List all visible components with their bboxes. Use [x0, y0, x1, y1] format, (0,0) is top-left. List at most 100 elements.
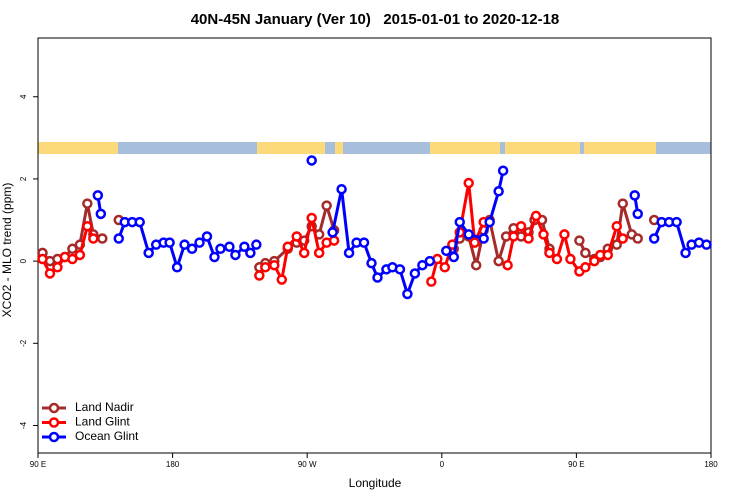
data-point: [321, 200, 332, 211]
y-tick-label: 0: [19, 258, 28, 263]
data-point: [394, 264, 406, 275]
data-point: [164, 237, 175, 248]
data-point: [215, 243, 226, 255]
data-point: [179, 239, 190, 250]
data-point: [632, 233, 643, 244]
data-point: [251, 239, 262, 250]
y-tick-label: -2: [19, 339, 28, 347]
data-point: [559, 229, 570, 240]
data-point: [701, 239, 712, 250]
data-point: [282, 241, 294, 252]
data-point: [493, 255, 504, 267]
data-point: [328, 235, 340, 246]
data-point: [97, 233, 108, 244]
data-point: [67, 243, 78, 255]
data-point: [530, 210, 542, 222]
data-point: [260, 262, 271, 273]
y-tick-label: 4: [19, 94, 28, 99]
y-axis-label: XCO2 - MLO trend (ppm): [0, 183, 14, 318]
data-point: [134, 216, 145, 228]
data-point: [74, 249, 86, 261]
data-point: [484, 216, 495, 228]
data-point: [409, 268, 421, 279]
legend-marker: [48, 402, 60, 414]
data-point: [336, 183, 347, 195]
data-point: [92, 190, 104, 201]
data-point: [671, 216, 682, 228]
data-point: [269, 259, 280, 271]
data-point: [493, 186, 504, 197]
series-line: [445, 170, 505, 260]
y-tick-label: -4: [19, 421, 28, 429]
data-point: [209, 251, 220, 263]
y-tick-label: 2: [19, 176, 28, 181]
data-point: [313, 247, 325, 259]
data-point: [441, 245, 452, 257]
data-point: [327, 227, 338, 238]
legend-label: Land Glint: [75, 415, 130, 429]
data-point: [454, 216, 465, 228]
x-tick-label: 90 E: [30, 460, 46, 469]
data-point: [508, 231, 519, 242]
data-point: [402, 288, 413, 300]
legend-label: Land Nadir: [75, 400, 134, 414]
data-point: [469, 237, 480, 248]
data-point: [239, 241, 250, 252]
data-point: [611, 239, 623, 250]
data-point: [515, 220, 527, 232]
data-point: [171, 262, 183, 273]
legend-label: Ocean Glint: [75, 429, 139, 443]
data-point: [245, 247, 256, 259]
x-tick-label: 180: [166, 460, 180, 469]
data-point: [463, 177, 474, 189]
data-point: [565, 253, 576, 265]
data-point: [372, 272, 383, 283]
x-tick-label: 180: [704, 460, 718, 469]
data-point: [44, 268, 56, 279]
data-point: [37, 253, 48, 265]
data-point: [580, 262, 591, 273]
legend-marker: [48, 417, 60, 428]
data-point: [143, 247, 154, 259]
data-point: [366, 257, 377, 269]
data-point: [52, 262, 63, 273]
data-point: [523, 233, 534, 244]
data-point: [254, 270, 265, 281]
data-point: [426, 276, 437, 287]
x-tick-label: 0: [440, 460, 445, 469]
land-ocean-mask: [38, 142, 711, 154]
data-point: [439, 262, 451, 273]
data-point: [470, 259, 482, 271]
data-point: [611, 220, 623, 232]
x-tick-label: 90 W: [298, 460, 317, 469]
data-point: [502, 259, 513, 271]
data-point: [291, 231, 302, 242]
data-point: [538, 229, 549, 240]
x-tick-label: 90 E: [568, 460, 584, 469]
data-point: [113, 233, 125, 244]
data-point: [497, 165, 509, 176]
data-point: [589, 255, 600, 267]
data-point: [463, 229, 474, 240]
data-point: [88, 233, 99, 244]
data-point: [448, 251, 460, 263]
data-point: [186, 243, 198, 255]
data-point: [617, 233, 629, 244]
legend-marker: [48, 431, 60, 443]
x-axis-label: Longitude: [349, 476, 402, 490]
data-point: [632, 208, 643, 220]
data-point: [82, 220, 93, 232]
data-point: [276, 274, 288, 285]
data-point: [230, 249, 241, 261]
data-point: [680, 247, 691, 259]
data-point: [67, 253, 78, 265]
data-point: [478, 233, 489, 244]
data-point: [95, 208, 107, 220]
data-point: [343, 247, 355, 259]
series-line: [258, 217, 335, 285]
chart-title: 40N-45N January (Ver 10) 2015-01-01 to 2…: [191, 11, 560, 28]
data-point: [580, 247, 591, 259]
data-point: [551, 253, 563, 265]
data-point: [82, 198, 93, 209]
